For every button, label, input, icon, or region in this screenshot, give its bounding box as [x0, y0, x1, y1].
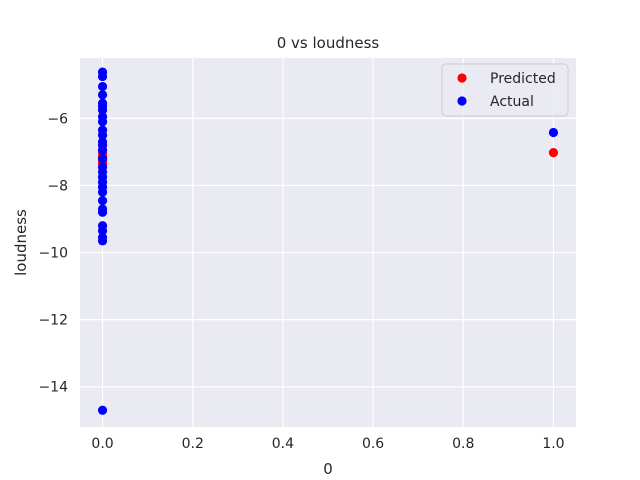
actual-point	[97, 405, 108, 415]
grid-lines	[80, 58, 576, 427]
x-tick-label: 0.4	[272, 436, 294, 452]
actual-point	[97, 117, 108, 127]
y-tick-label: −14	[38, 380, 68, 396]
actual-point	[97, 145, 108, 155]
legend-box	[441, 63, 569, 117]
x-axis-label: 0	[323, 460, 333, 478]
data-points	[97, 67, 559, 415]
actual-point	[97, 226, 108, 236]
legend-label: Actual	[490, 94, 534, 110]
actual-point	[97, 207, 108, 217]
x-tick-label: 0.0	[91, 436, 113, 452]
actual-point	[548, 127, 559, 138]
actual-point	[97, 187, 108, 197]
y-tick-label: −8	[47, 178, 68, 194]
actual-point	[97, 130, 108, 140]
y-tick-labels: −14 −12 −10 −8 −6	[38, 111, 68, 395]
legend-label: Predicted	[490, 71, 556, 87]
y-tick-label: −6	[47, 111, 68, 127]
y-tick-label: −10	[38, 246, 68, 262]
legend-marker	[457, 73, 467, 83]
actual-point	[97, 105, 108, 115]
x-tick-label: 0.2	[182, 436, 204, 452]
y-axis-label: loudness	[12, 209, 30, 276]
legend: Predicted Actual	[441, 63, 569, 117]
actual-point	[97, 71, 108, 82]
actual-point	[97, 236, 108, 246]
chart-title: 0 vs loudness	[277, 34, 380, 52]
predicted-point	[548, 147, 559, 158]
actual-point	[97, 81, 108, 92]
actual-point	[97, 90, 108, 100]
actual-point	[97, 154, 108, 164]
y-tick-label: −12	[38, 313, 68, 329]
plot-background	[80, 58, 576, 427]
x-tick-labels: 0.0 0.2 0.4 0.6 0.8 1.0	[91, 436, 564, 452]
legend-marker	[457, 96, 467, 106]
x-tick-label: 0.6	[362, 436, 384, 452]
x-tick-label: 1.0	[542, 436, 564, 452]
actual-point	[97, 195, 108, 206]
x-tick-label: 0.8	[452, 436, 474, 452]
